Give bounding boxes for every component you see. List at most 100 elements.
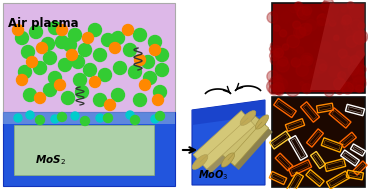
Circle shape (341, 20, 346, 25)
Circle shape (348, 64, 359, 75)
Circle shape (112, 88, 124, 101)
Text: Air plasma: Air plasma (8, 17, 79, 30)
Circle shape (314, 59, 327, 73)
Circle shape (321, 60, 335, 74)
Circle shape (82, 33, 93, 43)
Circle shape (301, 55, 311, 65)
Bar (343, 153, 357, 163)
Text: MoS$_2$: MoS$_2$ (35, 153, 66, 167)
Circle shape (71, 56, 85, 68)
Circle shape (300, 81, 304, 86)
Bar (3, 112, 175, 124)
Circle shape (294, 27, 305, 38)
Bar (275, 153, 293, 171)
Circle shape (321, 2, 330, 11)
Circle shape (349, 64, 354, 69)
Circle shape (350, 5, 363, 18)
Bar (343, 135, 354, 145)
Bar (329, 108, 351, 128)
Circle shape (293, 21, 301, 29)
Circle shape (341, 70, 350, 79)
Circle shape (152, 94, 163, 105)
Circle shape (89, 77, 100, 88)
Circle shape (271, 11, 276, 16)
Circle shape (75, 85, 88, 98)
Circle shape (56, 36, 68, 49)
Bar (319, 105, 331, 111)
Circle shape (49, 71, 61, 84)
Circle shape (336, 87, 343, 94)
Circle shape (156, 49, 169, 61)
Circle shape (342, 82, 353, 94)
Circle shape (291, 58, 301, 67)
Circle shape (124, 43, 137, 57)
Circle shape (349, 40, 360, 51)
Circle shape (29, 26, 42, 39)
Circle shape (78, 43, 92, 57)
Circle shape (273, 25, 280, 31)
Circle shape (314, 41, 322, 50)
Circle shape (307, 56, 311, 61)
Circle shape (344, 25, 348, 30)
Bar (349, 173, 361, 177)
Circle shape (24, 88, 36, 101)
Circle shape (342, 15, 351, 25)
Circle shape (320, 42, 331, 53)
Circle shape (325, 12, 333, 19)
Circle shape (134, 54, 145, 66)
Circle shape (96, 114, 104, 122)
Bar (272, 174, 284, 182)
Circle shape (292, 46, 304, 58)
Circle shape (303, 56, 313, 66)
Bar (340, 132, 356, 148)
Circle shape (71, 112, 79, 120)
Circle shape (35, 92, 46, 104)
Bar (324, 140, 340, 150)
Circle shape (57, 112, 67, 122)
Bar (287, 172, 304, 189)
Circle shape (13, 25, 24, 36)
Circle shape (270, 56, 279, 65)
Bar (269, 171, 287, 184)
Circle shape (333, 35, 339, 40)
Circle shape (151, 115, 159, 123)
Circle shape (277, 17, 284, 24)
Circle shape (290, 7, 296, 13)
Circle shape (123, 25, 134, 36)
Circle shape (110, 43, 120, 53)
Circle shape (302, 84, 312, 94)
Circle shape (352, 56, 360, 64)
Circle shape (300, 23, 311, 36)
Circle shape (353, 31, 366, 44)
Circle shape (347, 2, 354, 9)
Circle shape (358, 22, 365, 29)
Circle shape (270, 43, 276, 48)
Bar (356, 164, 364, 172)
Circle shape (337, 72, 343, 78)
Ellipse shape (255, 115, 269, 129)
Bar (289, 160, 312, 176)
Circle shape (26, 57, 38, 67)
Circle shape (149, 36, 162, 49)
Circle shape (304, 24, 312, 31)
Circle shape (329, 50, 337, 58)
Circle shape (296, 64, 308, 76)
Bar (285, 119, 305, 131)
Polygon shape (197, 115, 259, 173)
Circle shape (139, 80, 151, 91)
Circle shape (61, 91, 74, 105)
Circle shape (43, 51, 57, 64)
Bar (272, 97, 365, 187)
Circle shape (320, 64, 326, 71)
Circle shape (105, 99, 116, 111)
Circle shape (17, 74, 28, 85)
Bar (14, 125, 154, 175)
Circle shape (338, 72, 346, 80)
Bar (272, 134, 288, 146)
Text: MoO$_3$: MoO$_3$ (198, 168, 229, 182)
Circle shape (153, 85, 166, 98)
Circle shape (57, 25, 67, 36)
Circle shape (297, 47, 304, 54)
Circle shape (277, 59, 289, 72)
Circle shape (267, 71, 278, 82)
